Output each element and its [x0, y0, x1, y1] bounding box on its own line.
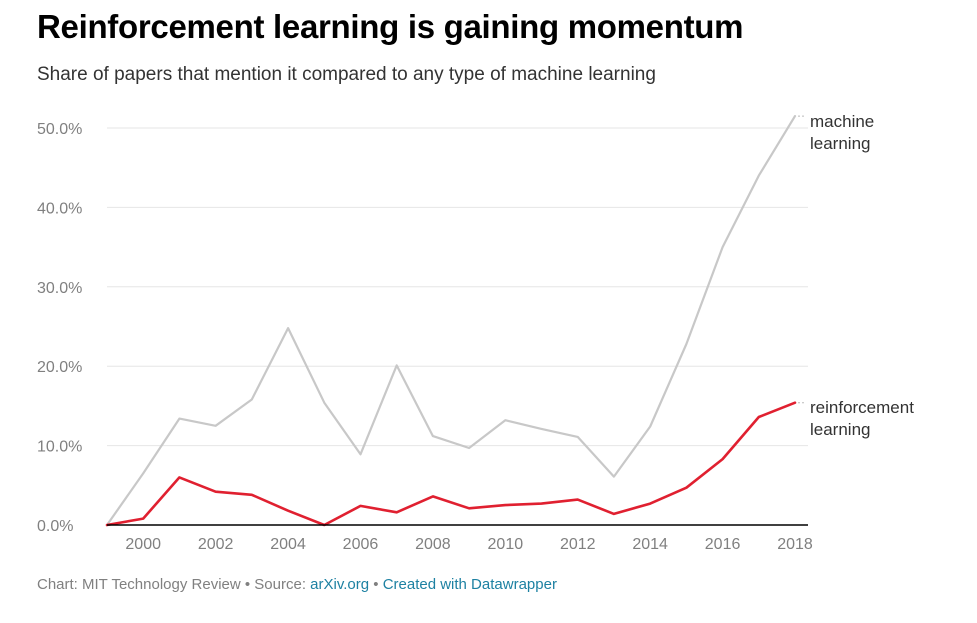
data-point: [287, 327, 289, 329]
source-link[interactable]: arXiv.org: [310, 576, 370, 593]
x-tick-label: 2018: [777, 536, 813, 553]
data-point: [685, 343, 687, 345]
footer-separator-2: •: [369, 576, 383, 593]
data-point: [323, 402, 325, 404]
y-tick-label: 40.0%: [37, 200, 82, 217]
datawrapper-link[interactable]: Created with Datawrapper: [382, 576, 557, 593]
data-point: [577, 436, 579, 438]
y-tick-label: 30.0%: [37, 280, 82, 297]
series-lines: [105, 114, 797, 527]
footer-separator: •: [240, 576, 255, 593]
data-point: [540, 428, 542, 430]
source-prefix: Source:: [254, 576, 311, 593]
data-point: [287, 510, 289, 512]
y-tick-label: 0.0%: [37, 518, 73, 535]
x-axis: 2000 2002 2004 2006 2008 2010 2012 2014 2016 2018: [125, 536, 812, 553]
y-axis: 0.0% 10.0% 20.0% 30.0% 40.0% 50.0%: [37, 121, 82, 535]
x-tick-label: 2016: [705, 536, 741, 553]
data-point: [359, 505, 361, 507]
data-point: [395, 511, 397, 513]
series-label: machine: [810, 112, 874, 131]
data-point: [758, 416, 760, 418]
data-point: [504, 419, 506, 421]
chart-footer: Chart: MIT Technology Review • Source: a…: [37, 576, 557, 593]
data-point: [649, 502, 651, 504]
chart-credit: Chart: MIT Technology Review: [37, 576, 241, 593]
data-point: [721, 458, 723, 460]
data-point: [432, 435, 434, 437]
y-tick-label: 10.0%: [37, 439, 82, 456]
chart-subtitle: Share of papers that mention it compared…: [37, 64, 656, 85]
data-point: [468, 507, 470, 509]
x-tick-label: 2012: [560, 536, 596, 553]
data-point: [577, 498, 579, 500]
series-line-machine-learning: [105, 114, 797, 527]
x-tick-label: 2006: [343, 536, 379, 553]
chart-title: Reinforcement learning is gaining moment…: [37, 8, 744, 45]
series-line-reinforcement-learning: [105, 401, 797, 527]
data-point: [214, 425, 216, 427]
data-point: [685, 486, 687, 488]
data-point: [359, 453, 361, 455]
data-point: [395, 364, 397, 366]
data-point: [251, 398, 253, 400]
gridlines: [107, 127, 808, 447]
data-point: [504, 504, 506, 506]
x-tick-label: 2004: [270, 536, 306, 553]
data-point: [142, 517, 144, 519]
x-tick-label: 2010: [488, 536, 524, 553]
data-point: [142, 472, 144, 474]
data-point: [794, 115, 796, 117]
y-tick-label: 20.0%: [37, 359, 82, 376]
data-point: [613, 513, 615, 515]
data-point: [758, 174, 760, 176]
series-label: learning: [810, 134, 871, 153]
data-point: [468, 447, 470, 449]
data-point: [540, 502, 542, 504]
data-point: [432, 495, 434, 497]
x-tick-label: 2014: [632, 536, 668, 553]
data-point: [613, 475, 615, 477]
data-point: [178, 417, 180, 419]
data-point: [794, 402, 796, 404]
series-label: reinforcement: [810, 398, 914, 417]
data-point: [178, 476, 180, 478]
x-tick-label: 2000: [125, 536, 161, 553]
x-tick-label: 2002: [198, 536, 234, 553]
data-point: [649, 425, 651, 427]
x-tick-label: 2008: [415, 536, 451, 553]
data-point: [214, 490, 216, 492]
series-label: learning: [810, 420, 871, 439]
series-labels: machine learning reinforcement learning: [107, 112, 914, 526]
data-point: [721, 246, 723, 248]
y-tick-label: 50.0%: [37, 121, 82, 138]
data-point: [251, 494, 253, 496]
